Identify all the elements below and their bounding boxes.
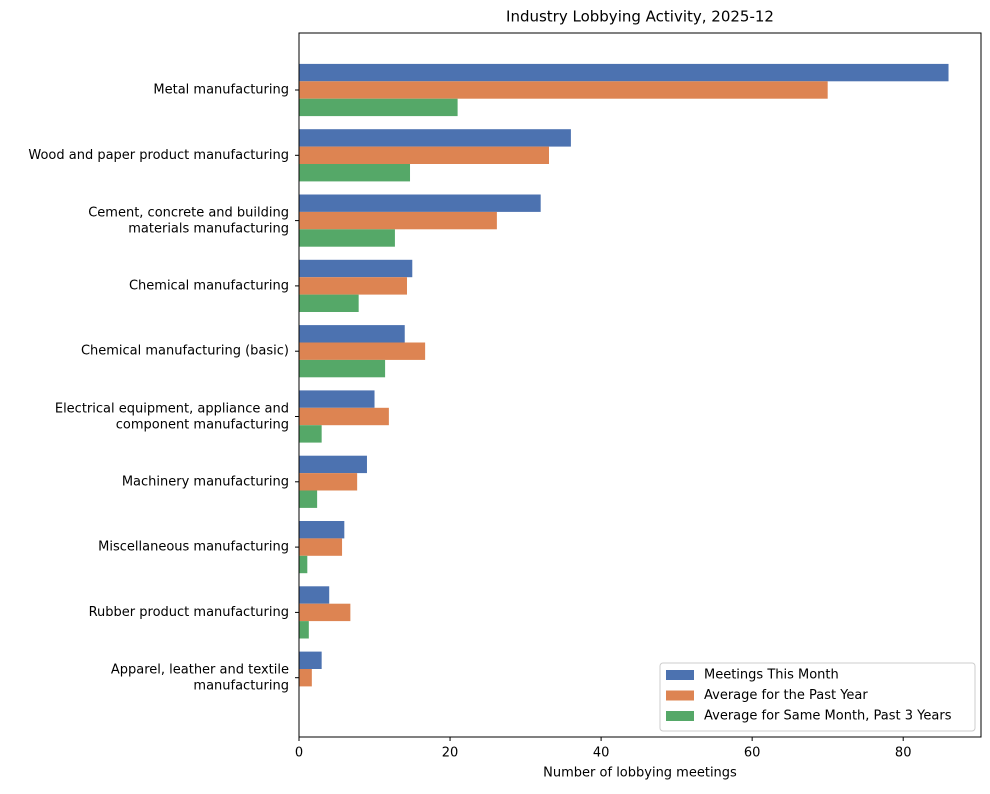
x-tick-label: 60 [744,746,761,761]
legend-swatch [666,711,694,721]
bar [299,521,345,539]
bar [299,425,322,443]
y-tick-label: Wood and paper product manufacturing [28,148,289,163]
bar [299,455,367,474]
bar [299,621,309,639]
legend-box [659,662,976,732]
bar [299,146,549,164]
bar [299,342,426,360]
bar [299,294,359,312]
y-tick-label: Chemical manufacturing [129,278,289,293]
y-tick-label: Electrical equipment, appliance and compo… [55,401,289,432]
bar [299,277,408,295]
bar [299,490,318,508]
y-tick-label: Rubber product manufacturing [89,605,289,620]
bar [299,586,330,604]
plot-frame [298,32,982,738]
y-tick-label: Chemical manufacturing (basic) [81,344,289,359]
bar [299,538,343,556]
y-tick-label: Metal manufacturing [153,83,289,98]
bar [299,211,497,230]
bar [299,651,322,669]
legend-swatch [666,670,694,680]
bar [299,164,411,182]
bar [299,229,395,247]
y-tick-label: Miscellaneous manufacturing [98,540,289,555]
x-tick-label: 80 [895,746,912,761]
legend-label: Average for Same Month, Past 3 Years [704,709,952,724]
legend-label: Average for the Past Year [704,688,868,703]
bar [299,81,828,99]
bar [299,555,308,574]
bar [299,669,312,687]
x-tick-label: 0 [295,746,303,761]
x-tick-label: 40 [593,746,610,761]
bar [299,390,375,408]
bar [299,63,949,82]
bar [299,603,351,622]
legend: Meetings This Month Average for the Past … [659,662,976,732]
y-tick-label: Cement, concrete and building materials m… [88,205,289,236]
bar [299,194,541,212]
bar [299,407,389,426]
legend-swatch [666,690,694,701]
bar [299,129,571,147]
bar [299,359,386,378]
bar [299,325,405,343]
x-tick-label: 20 [442,746,459,761]
legend-label: Meetings This Month [704,668,839,683]
bar [299,259,413,278]
y-tick-label: Machinery manufacturing [122,474,289,489]
bar [299,98,458,117]
y-tick-label: Apparel, leather and textile manufacturin… [111,662,289,693]
bar [299,473,358,491]
x-axis-label: Number of lobbying meetings [543,766,737,781]
chart-title: Industry Lobbying Activity, 2025-12 [506,8,774,26]
